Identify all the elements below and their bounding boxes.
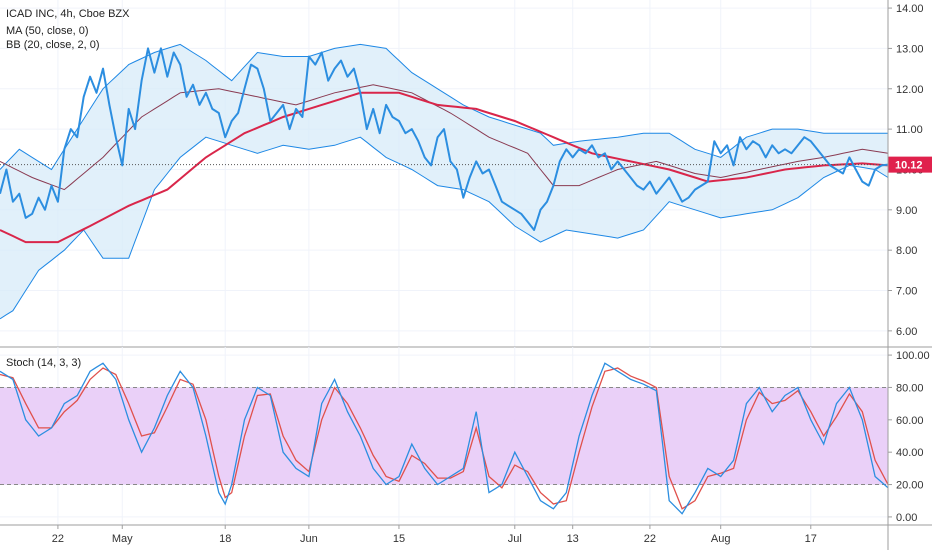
stoch-k-line [0, 362, 889, 515]
price-tick-label: 8.00 [896, 245, 917, 257]
stoch-tick-label: 60.00 [896, 415, 924, 427]
price-tick-label: 9.00 [896, 205, 917, 217]
stoch-tick-label: 100.00 [896, 350, 930, 362]
stoch-d-line [0, 367, 889, 510]
price-tick-label: 11.00 [896, 124, 923, 136]
last-price-label: 10.12 [888, 156, 932, 173]
price-tick-label: 7.00 [896, 286, 917, 298]
stoch-tick-label: 40.00 [896, 447, 924, 459]
price-tick-label: 13.00 [896, 43, 924, 55]
time-tick-label: Jul [508, 533, 522, 545]
last-price-label-text: 10.12 [895, 160, 923, 172]
legend-ma50: MA (50, close, 0) [6, 25, 89, 37]
stoch-tick-label: 20.00 [896, 480, 924, 492]
time-tick-label: 18 [219, 533, 231, 545]
stoch-tick-label: 80.00 [896, 382, 924, 394]
time-tick-label: 22 [52, 533, 64, 545]
stoch-tick-label: 0.00 [896, 512, 917, 524]
price-pane[interactable]: 14.0013.0012.0011.0010.009.008.007.006.0… [0, 0, 932, 347]
time-tick-label: 17 [805, 533, 817, 545]
time-tick-label: 22 [644, 533, 656, 545]
stoch-pane[interactable]: 100.00 80.00 60.00 40.00 20.00 0.00 Stoch (14… [0, 347, 930, 525]
time-tick-label: 13 [567, 533, 579, 545]
bollinger-upper-line [0, 43, 888, 171]
time-tick-label: 15 [393, 533, 405, 545]
time-tick-label: May [112, 533, 133, 545]
bollinger-basis-line [0, 84, 889, 191]
stoch-title: Stoch (14, 3, 3) [6, 357, 81, 369]
legend-bb: BB (20, close, 2, 0) [6, 39, 100, 51]
price-line [0, 47, 889, 231]
price-tick-label: 12.00 [896, 84, 924, 96]
time-tick-label: Aug [711, 533, 731, 545]
price-tick-label: 14.00 [896, 3, 924, 15]
bollinger-band-fill [0, 44, 888, 319]
time-tick-label: Jun [300, 533, 318, 545]
ma50-line [0, 91, 889, 244]
stoch-band-fill [0, 387, 888, 485]
last-price-label-bg [888, 156, 932, 173]
chart-title: ICAD INC, 4h, Cboe BZX [6, 8, 130, 20]
stoch-axis: 100.00 80.00 60.00 40.00 20.00 0.00 [888, 350, 930, 524]
bollinger-lower-line [0, 136, 889, 320]
price-tick-label: 6.00 [896, 326, 917, 338]
time-axis: 22 May 18 Jun 15 Jul 13 22 Aug 17 [52, 525, 817, 545]
